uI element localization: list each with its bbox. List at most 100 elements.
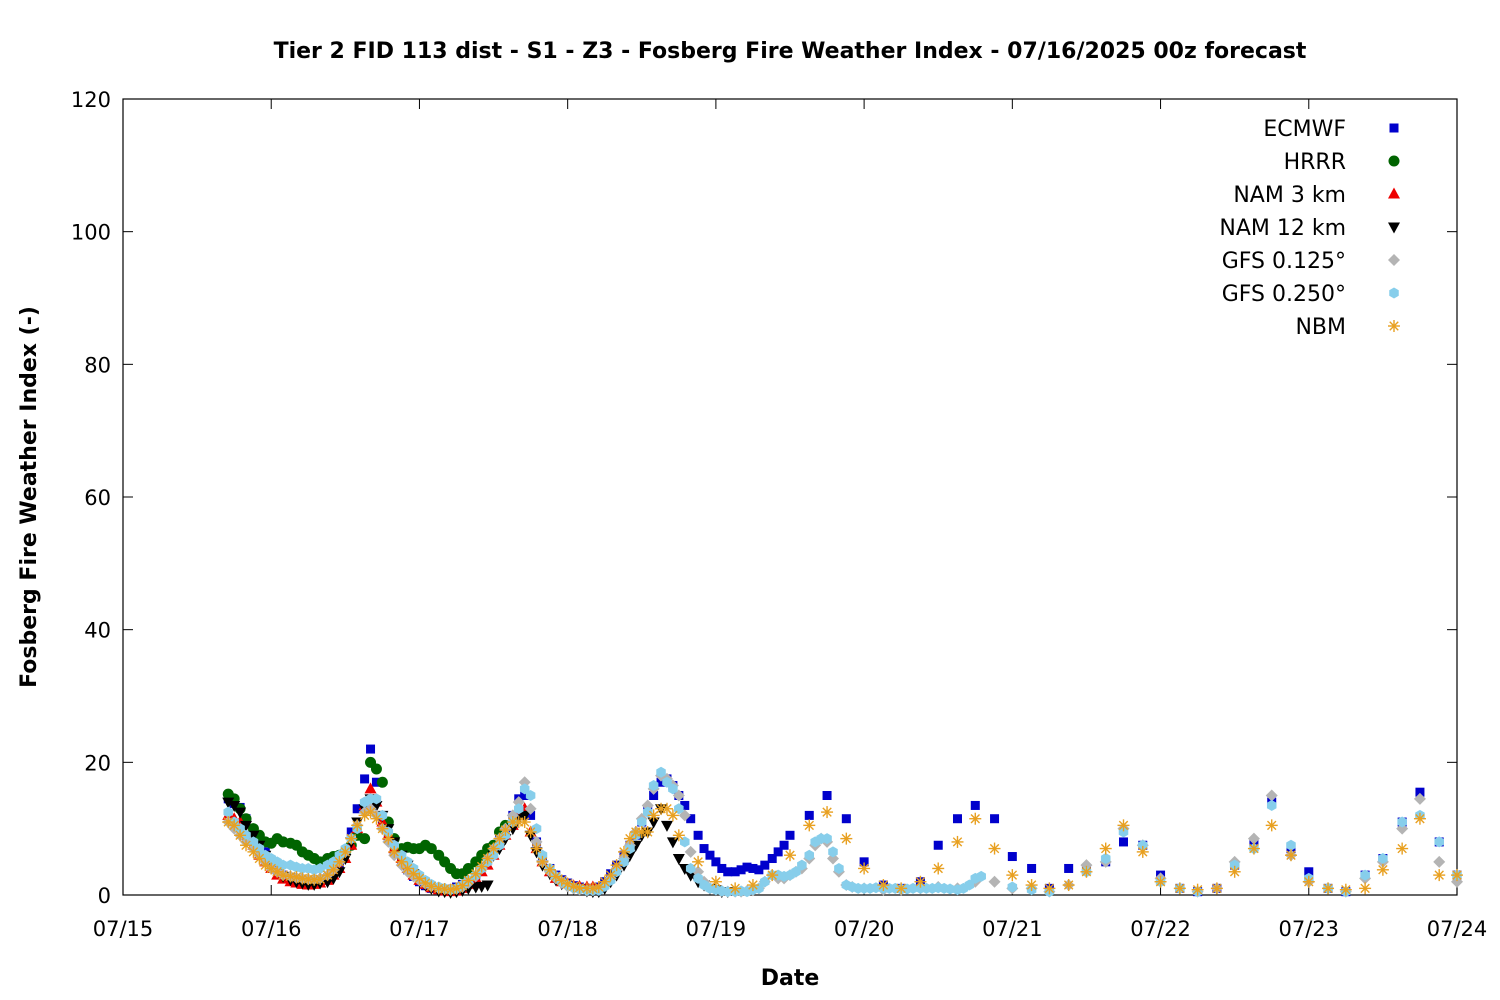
data-point bbox=[1397, 816, 1407, 828]
data-point bbox=[647, 817, 660, 829]
data-point bbox=[952, 814, 962, 824]
data-point bbox=[717, 863, 727, 873]
data-point bbox=[364, 782, 377, 794]
data-point bbox=[1359, 882, 1372, 895]
data-point bbox=[524, 802, 537, 815]
data-point bbox=[785, 830, 795, 840]
data-point bbox=[1247, 842, 1260, 855]
data-point bbox=[1302, 875, 1315, 888]
data-point bbox=[525, 790, 536, 801]
data-point bbox=[803, 819, 816, 832]
x-tick-label: 07/17 bbox=[389, 917, 450, 941]
data-point bbox=[760, 876, 770, 888]
data-point bbox=[401, 862, 414, 875]
legend-label: ECMWF bbox=[1263, 117, 1346, 142]
legend-label: GFS 0.250° bbox=[1222, 282, 1346, 307]
legend-label: HRRR bbox=[1284, 150, 1346, 175]
data-point bbox=[228, 819, 241, 832]
data-point bbox=[1229, 859, 1240, 871]
data-point bbox=[1322, 882, 1335, 895]
data-point bbox=[234, 829, 247, 842]
data-point bbox=[623, 850, 636, 862]
data-point bbox=[339, 845, 352, 858]
data-point bbox=[1119, 837, 1128, 847]
x-tick-label: 07/22 bbox=[1130, 917, 1191, 941]
data-point bbox=[1043, 882, 1056, 895]
data-point bbox=[1173, 882, 1186, 895]
data-point bbox=[536, 855, 549, 868]
data-point bbox=[767, 854, 777, 864]
data-point bbox=[1136, 845, 1149, 858]
data-point bbox=[513, 803, 524, 815]
legend-marker bbox=[1388, 222, 1400, 234]
data-point bbox=[1266, 799, 1277, 811]
chart-title: Tier 2 FID 113 dist - S1 - Z3 - Fosberg … bbox=[274, 39, 1307, 64]
data-point bbox=[1025, 879, 1038, 892]
data-point bbox=[821, 806, 834, 819]
data-point bbox=[1099, 842, 1112, 855]
data-point bbox=[705, 850, 715, 860]
data-point bbox=[506, 824, 519, 836]
data-point bbox=[969, 812, 982, 825]
data-point bbox=[945, 883, 955, 895]
data-point bbox=[1007, 852, 1017, 862]
data-point bbox=[834, 862, 844, 874]
data-point bbox=[518, 816, 531, 829]
series-layer bbox=[222, 744, 1463, 899]
data-point bbox=[730, 867, 740, 877]
data-point bbox=[1415, 787, 1425, 797]
data-point bbox=[693, 872, 703, 884]
x-tick-label: 07/18 bbox=[537, 917, 598, 941]
x-tick-label: 07/21 bbox=[982, 917, 1043, 941]
data-point bbox=[1413, 792, 1426, 805]
data-point bbox=[729, 882, 742, 895]
data-point bbox=[425, 880, 438, 893]
data-point bbox=[376, 822, 389, 835]
data-point bbox=[684, 845, 697, 858]
data-point bbox=[610, 859, 623, 872]
x-tick-label: 07/23 bbox=[1279, 917, 1340, 941]
legend-label: NAM 12 km bbox=[1219, 216, 1346, 241]
data-point bbox=[641, 825, 654, 838]
data-point bbox=[1100, 853, 1111, 865]
legend-marker bbox=[1389, 123, 1399, 133]
data-point bbox=[672, 829, 685, 842]
x-tick-label: 07/24 bbox=[1427, 917, 1488, 941]
y-tick-label: 40 bbox=[84, 619, 111, 643]
y-axis: 0 20 40 60 80 100 120 bbox=[71, 88, 1457, 908]
data-point bbox=[840, 832, 853, 845]
data-point bbox=[976, 870, 986, 882]
data-point bbox=[970, 800, 980, 810]
legend-marker bbox=[1388, 155, 1400, 167]
data-point bbox=[988, 875, 1001, 888]
y-tick-label: 60 bbox=[84, 486, 111, 510]
y-tick-label: 100 bbox=[71, 221, 111, 245]
data-point bbox=[359, 833, 371, 845]
data-point bbox=[711, 857, 721, 867]
data-point bbox=[914, 875, 927, 888]
legend-label: GFS 0.125° bbox=[1222, 249, 1346, 274]
data-point bbox=[481, 880, 494, 892]
data-point bbox=[1433, 855, 1446, 868]
data-point bbox=[444, 883, 457, 896]
data-point bbox=[1339, 883, 1352, 896]
data-point bbox=[352, 804, 362, 814]
data-point bbox=[686, 814, 696, 824]
data-point bbox=[327, 863, 340, 876]
data-point bbox=[822, 791, 832, 800]
data-point bbox=[779, 840, 789, 850]
legend: ECMWF HRRR NAM 3 km NAM 12 km GFS 0.125° GFS … bbox=[1219, 117, 1400, 340]
data-point bbox=[345, 832, 358, 845]
data-point bbox=[1138, 839, 1148, 851]
data-point bbox=[487, 842, 500, 855]
data-point bbox=[462, 862, 474, 874]
series-nbm bbox=[222, 802, 1463, 896]
data-point bbox=[746, 879, 759, 892]
data-point bbox=[748, 863, 758, 873]
data-point bbox=[366, 744, 376, 754]
data-point bbox=[784, 849, 796, 862]
data-point bbox=[649, 791, 659, 800]
data-point bbox=[822, 833, 832, 845]
data-point bbox=[964, 879, 975, 891]
data-point bbox=[222, 797, 235, 809]
